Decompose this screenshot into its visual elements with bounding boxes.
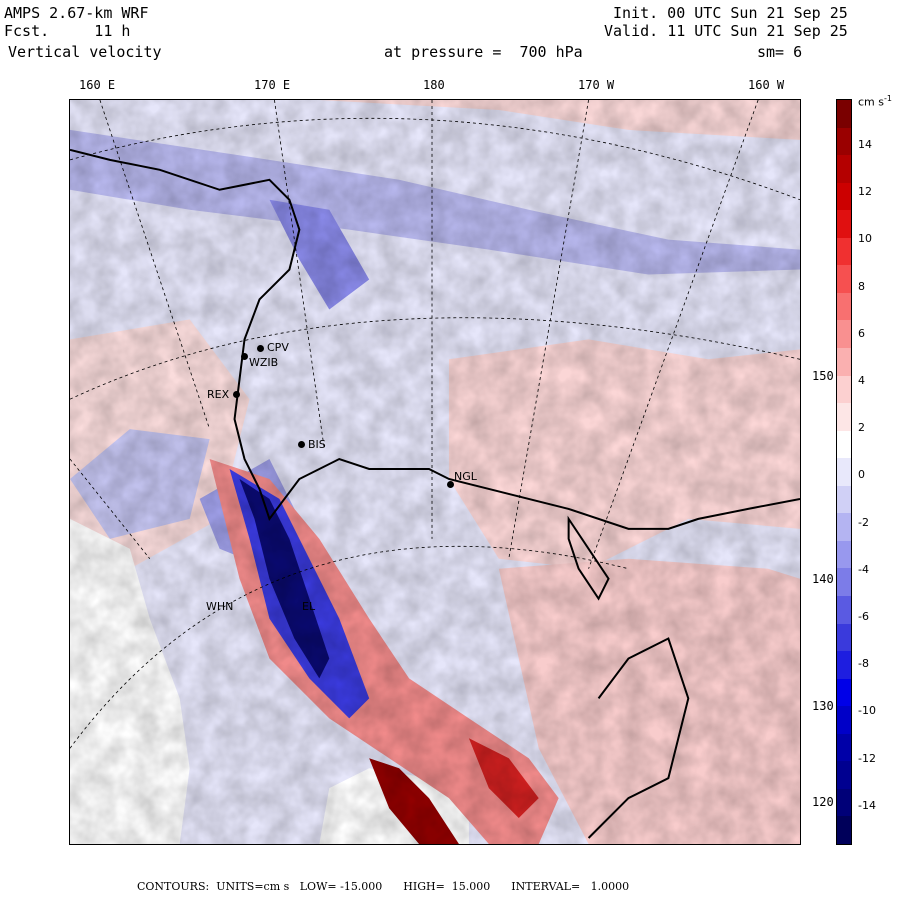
colorbar-segment: [837, 210, 851, 239]
station-marker-ngl: [447, 481, 454, 488]
station-marker-rex: [233, 391, 240, 398]
colorbar-tick-label: 10: [858, 232, 872, 246]
colorbar-units: cm s-1: [858, 94, 892, 109]
colorbar-segment: [837, 182, 851, 211]
colorbar-tick-label: 6: [858, 326, 865, 340]
colorbar-segment: [837, 816, 851, 845]
colorbar-tick-label: -14: [858, 798, 876, 812]
colorbar-segment: [837, 733, 851, 762]
colorbar-segment: [837, 458, 851, 487]
colorbar-tick-label: 12: [858, 185, 872, 199]
lon-label-170e: 170 E: [254, 78, 291, 92]
colorbar-tick-label: -4: [858, 562, 869, 576]
station-marker-bis: [298, 441, 305, 448]
colorbar-segment: [837, 761, 851, 790]
contour-footer: CONTOURS: UNITS=cm s LOW= -15.000 HIGH= …: [137, 880, 630, 893]
valid-time: Valid. 11 UTC Sun 21 Sep 25: [604, 22, 848, 40]
lon-label-160e: 160 E: [79, 78, 116, 92]
graticule: [70, 100, 800, 749]
colorbar-segment: [837, 237, 851, 266]
colorbar-segment: [837, 485, 851, 514]
colorbar-segment: [837, 678, 851, 707]
colorbar-segment: [837, 100, 851, 129]
colorbar-tick-label: 14: [858, 138, 872, 151]
colorbar-tick-label: -12: [858, 751, 876, 765]
roosevelt-island-outline: [567, 515, 610, 601]
colorbar: [836, 99, 852, 845]
grounding-line: [587, 637, 690, 839]
colorbar-segment: [837, 788, 851, 817]
colorbar-segment: [837, 430, 851, 459]
colorbar-tick-label: 4: [858, 374, 865, 387]
station-label-wzib: WZIB: [249, 356, 279, 369]
station-label-rex: REX: [207, 388, 230, 401]
colorbar-segment: [837, 568, 851, 597]
lon-label-180: 180: [423, 78, 445, 92]
colorbar-tick-label: -8: [858, 657, 869, 671]
colorbar-segment: [837, 375, 851, 404]
colorbar-segment: [837, 596, 851, 625]
colorbar-segment: [837, 513, 851, 542]
lon-label-160w: 160 W: [748, 78, 785, 92]
colorbar-segment: [837, 651, 851, 680]
station-label-ngl: NGL: [454, 470, 477, 483]
station-label-cpv: CPV: [267, 341, 289, 354]
colorbar-segment: [837, 292, 851, 321]
colorbar-tick-label: 0: [858, 468, 865, 482]
station-marker-wzib: [241, 353, 248, 360]
field-name: Vertical velocity: [8, 43, 162, 61]
pressure-level: at pressure = 700 hPa: [384, 43, 583, 61]
colorbar-units-text: cm s: [858, 95, 884, 109]
colorbar-tick-label: -2: [858, 515, 869, 529]
colorbar-segment: [837, 403, 851, 432]
lon-label-170w: 170 W: [578, 78, 615, 92]
station-label-el: EL: [302, 600, 316, 613]
colorbar-segment: [837, 265, 851, 294]
colorbar-tick-label: 8: [858, 279, 865, 293]
colorbar-segment: [837, 706, 851, 735]
colorbar-tick-label: 2: [858, 421, 865, 435]
colorbar-segment: [837, 623, 851, 652]
colorbar-segment: [837, 320, 851, 349]
smoothing-label: sm= 6: [757, 43, 803, 61]
forecast-hour: Fcst. 11 h: [4, 22, 131, 40]
colorbar-segment: [837, 348, 851, 377]
colorbar-segment: [837, 155, 851, 184]
model-title: AMPS 2.67-km WRF: [4, 4, 149, 22]
colorbar-tick-label: -6: [858, 610, 869, 623]
colorbar-segment: [837, 540, 851, 569]
station-label-whn: WHN: [206, 600, 234, 613]
colorbar-tick-label: -10: [858, 704, 876, 718]
station-marker-cpv: [257, 345, 264, 352]
init-time: Init. 00 UTC Sun 21 Sep 25: [613, 4, 848, 22]
coastline: [70, 148, 800, 530]
vertical-velocity-map: [69, 99, 801, 845]
colorbar-units-exp: -1: [884, 94, 892, 103]
station-label-bis: BIS: [308, 438, 326, 451]
colorbar-segment: [837, 127, 851, 156]
